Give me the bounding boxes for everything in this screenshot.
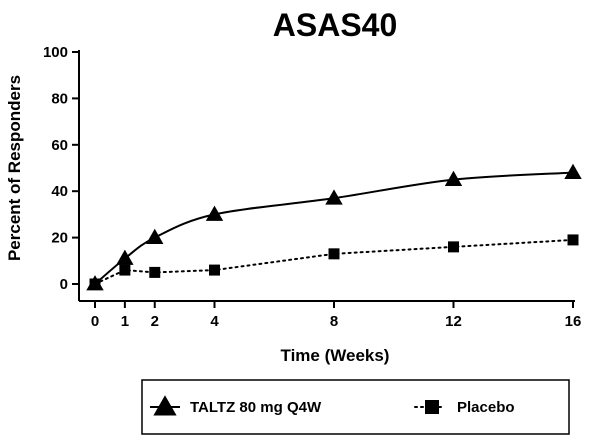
legend-label: TALTZ 80 mg Q4W	[190, 399, 322, 416]
y-axis-label: Percent of Responders	[5, 75, 24, 261]
data-point-square	[149, 266, 161, 278]
y-ticks: 0 20 40 60 80 100	[43, 44, 79, 293]
data-point-square	[119, 264, 131, 276]
series-square	[89, 234, 579, 290]
data-point-square	[448, 241, 459, 253]
series-layer	[86, 163, 582, 291]
x-ticks: 0 1 2 4 8 12 16	[91, 301, 582, 330]
legend: TALTZ 80 mg Q4W Placebo	[141, 379, 570, 435]
legend-marker-square	[425, 400, 439, 414]
x-tick-label: 4	[210, 313, 219, 330]
y-tick-label: 80	[51, 90, 68, 107]
x-axis-label: Time (Weeks)	[281, 346, 390, 365]
x-tick-label: 16	[565, 313, 582, 330]
y-tick-label: 40	[51, 183, 68, 200]
data-point-triangle	[325, 189, 343, 205]
x-tick-label: 12	[445, 313, 462, 330]
legend-box	[141, 379, 570, 435]
series-triangle	[86, 163, 582, 291]
x-tick-label: 8	[330, 313, 338, 330]
y-tick-label: 60	[51, 137, 68, 154]
data-point-triangle	[564, 163, 582, 180]
x-tick-label: 1	[121, 313, 129, 330]
data-point-triangle	[205, 205, 224, 221]
legend-label: Placebo	[457, 399, 515, 416]
legend-item-square: Placebo	[414, 399, 515, 416]
y-tick-label: 20	[51, 230, 68, 247]
data-point-square	[328, 248, 340, 260]
series-line	[94, 238, 574, 285]
data-point-triangle	[116, 249, 134, 265]
legend-item-triangle: TALTZ 80 mg Q4W	[150, 395, 322, 416]
data-point-triangle	[146, 228, 164, 245]
y-tick-label: 100	[43, 44, 68, 61]
x-tick-label: 0	[91, 313, 99, 330]
data-point-square	[209, 264, 220, 276]
x-tick-label: 2	[151, 313, 159, 330]
data-point-square	[89, 278, 101, 290]
data-point-triangle	[444, 170, 463, 187]
data-point-square	[567, 234, 579, 246]
y-tick-label: 0	[60, 276, 68, 293]
chart-title: ASAS40	[273, 7, 398, 43]
legend-marker-triangle	[153, 395, 177, 416]
axes	[78, 50, 575, 302]
